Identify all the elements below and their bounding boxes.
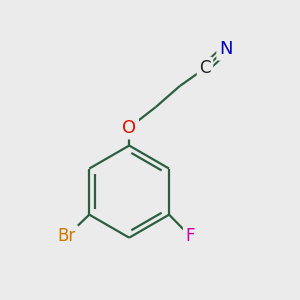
Text: O: O (122, 119, 136, 137)
Text: C: C (199, 59, 211, 77)
Text: N: N (219, 40, 232, 58)
Text: Br: Br (58, 227, 76, 245)
Text: F: F (185, 227, 195, 245)
